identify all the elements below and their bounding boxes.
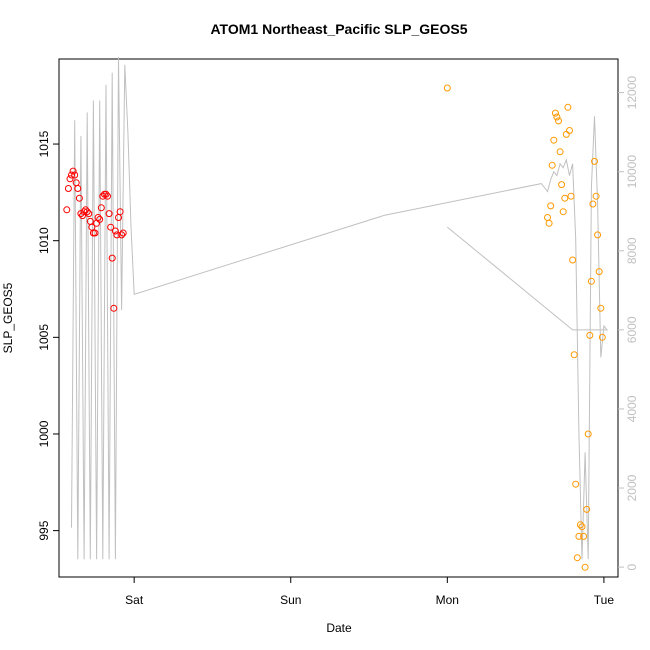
data-point-orange	[561, 194, 569, 202]
data-point-red	[107, 223, 115, 231]
data-point-red	[108, 254, 116, 262]
data-point-orange	[586, 331, 594, 339]
data-point-red	[113, 231, 121, 239]
data-point-red	[105, 210, 113, 218]
data-point-orange	[578, 523, 586, 531]
x-tick-label: Mon	[436, 593, 459, 607]
y-tick-label: 1005	[37, 324, 51, 351]
y-axis-right: 0 2000 4000 6000 8000 10000 12000	[618, 76, 639, 570]
data-point-red	[66, 175, 74, 183]
data-point-red	[102, 190, 110, 198]
data-point-orange	[566, 127, 573, 134]
data-point-red	[116, 208, 124, 216]
data-point-red	[91, 229, 99, 237]
data-point-red	[75, 194, 83, 202]
y2-tick-label: 12000	[625, 76, 639, 110]
data-point-red	[97, 204, 105, 212]
data-point-red	[63, 206, 71, 214]
data-point-orange	[572, 480, 580, 488]
data-point-orange	[576, 521, 584, 529]
x-axis-label: Date	[326, 621, 352, 635]
data-point-orange	[564, 103, 572, 111]
data-point-red	[110, 304, 118, 312]
data-point-orange	[594, 231, 602, 239]
plot-frame	[58, 58, 619, 578]
x-tick-label: Sat	[125, 593, 144, 607]
data-point-red	[71, 171, 79, 179]
data-point-orange	[591, 157, 598, 165]
data-point-orange	[550, 136, 558, 144]
chart-title: ATOM1 Northeast_Pacific SLP_GEOS5	[210, 21, 467, 37]
data-point-orange	[583, 505, 591, 513]
data-point-red	[83, 208, 91, 216]
data-point-orange	[598, 333, 606, 341]
y2-tick-label: 8000	[625, 237, 639, 264]
y-axis-left: 995 1000 1005 1010 1015	[37, 130, 59, 541]
data-point-orange	[580, 532, 588, 540]
data-point-red	[111, 227, 119, 235]
data-point-orange	[567, 192, 575, 200]
data-point-orange	[592, 192, 600, 200]
data-point-orange	[569, 256, 577, 264]
y-tick-label: 995	[37, 520, 51, 540]
data-point-red	[68, 171, 75, 179]
data-point-orange	[559, 208, 567, 216]
data-point-orange	[547, 202, 555, 210]
points-layer	[63, 84, 606, 571]
data-point-orange	[575, 532, 583, 540]
y-axis-label: SLP_GEOS5	[1, 282, 15, 353]
data-point-red	[104, 192, 111, 200]
data-point-red	[80, 208, 88, 216]
y2-tick-label: 10000	[625, 155, 639, 189]
x-tick-label: Sun	[280, 593, 301, 607]
y2-tick-label: 4000	[625, 395, 639, 422]
data-point-orange	[556, 148, 564, 156]
y2-tick-label: 2000	[625, 474, 639, 501]
y-tick-label: 1010	[37, 227, 51, 254]
data-point-orange	[570, 351, 578, 359]
data-point-orange	[558, 181, 566, 189]
data-point-orange	[584, 430, 592, 438]
data-point-red	[64, 185, 72, 192]
x-tick-label: Tue	[594, 593, 615, 607]
x-axis: Sat Sun Mon Tue	[125, 577, 614, 607]
data-point-red	[94, 214, 102, 221]
y2-tick-label: 6000	[625, 316, 639, 343]
data-point-red	[96, 215, 104, 223]
data-point-orange	[553, 113, 561, 121]
data-point-orange	[573, 554, 581, 562]
data-point-orange	[589, 200, 597, 208]
data-point-orange	[551, 109, 559, 117]
y-tick-label: 1015	[37, 130, 51, 157]
data-point-red	[118, 231, 126, 239]
data-point-red	[85, 210, 93, 218]
data-point-orange	[597, 304, 605, 312]
data-point-red	[119, 229, 127, 237]
y-tick-label: 1000	[37, 420, 51, 447]
y2-tick-label: 0	[625, 563, 639, 570]
data-point-orange	[548, 161, 556, 169]
data-point-orange	[581, 563, 589, 571]
data-point-red	[74, 185, 82, 192]
data-point-red	[79, 212, 86, 220]
data-point-orange	[555, 117, 562, 125]
data-point-red	[69, 167, 77, 175]
data-point-orange	[443, 84, 451, 92]
data-point-orange	[595, 268, 603, 276]
data-point-orange	[545, 219, 553, 227]
data-point-orange	[587, 277, 595, 285]
